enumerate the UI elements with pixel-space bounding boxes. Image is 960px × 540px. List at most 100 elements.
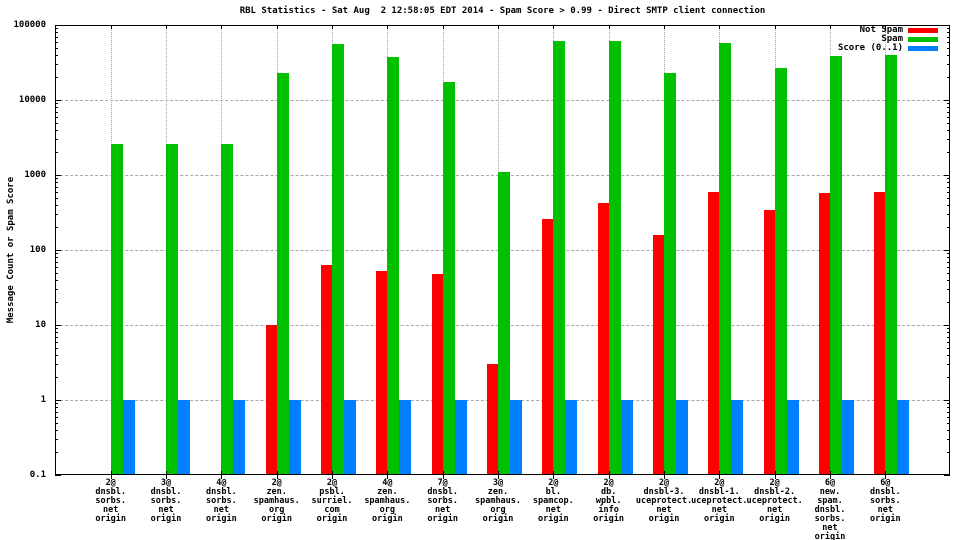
ytick-minor-left: [55, 122, 58, 124]
ytick-label-1000: 1000: [24, 170, 46, 180]
ytick-minor-left: [55, 257, 58, 259]
ytick-minor-left: [55, 32, 58, 34]
ytick-label-1: 1: [40, 395, 46, 405]
bar-score-0-1--0: [122, 400, 135, 474]
legend-swatch: [908, 46, 938, 51]
ytick-label-10: 10: [35, 320, 46, 330]
ytick-minor-right: [947, 129, 950, 131]
ytick-minor-left: [55, 111, 58, 113]
xtick-top-10: [664, 25, 665, 29]
bar-score-0-1--8: [565, 400, 578, 474]
ytick-minor-right: [947, 377, 950, 379]
bar-score-0-1--4: [344, 400, 357, 474]
ytick-minor-left: [55, 332, 58, 334]
bar-spam-0: [110, 143, 123, 474]
xtick-bottom-13: [829, 471, 831, 479]
xtick-label-2: 4@ dnsbl. sorbs. net origin: [206, 478, 237, 524]
bar-spam-2: [221, 143, 234, 474]
ytick-minor-left: [55, 403, 58, 405]
xtick-top-6: [442, 25, 444, 29]
legend-entry-score-0-1-: Score (0..1): [838, 44, 938, 53]
ytick-minor-right: [947, 266, 950, 268]
bar-score-0-1--3: [288, 400, 301, 474]
ytick-minor-left: [55, 103, 58, 105]
xtick-bottom-6: [442, 471, 444, 479]
ytick-right: [944, 175, 950, 176]
ytick-minor-left: [55, 178, 58, 180]
xtick-label-10: 2@ dnsbl-3. uceprotect. net origin: [635, 478, 693, 524]
ytick-minor-right: [947, 407, 950, 409]
ytick-minor-left: [55, 197, 58, 199]
ytick-minor-right: [947, 411, 950, 413]
xtick-bottom-5: [387, 471, 389, 479]
xtick-label-12: 2@ dnsbl-2. uceprotect. net origin: [746, 478, 803, 524]
legend-label: Spam: [881, 34, 903, 44]
bar-spam-14: [885, 54, 898, 474]
ytick-minor-right: [947, 227, 950, 229]
ytick-minor-right: [947, 197, 950, 199]
xtick-bottom-3: [276, 471, 278, 479]
bar-spam-12: [774, 67, 787, 474]
ytick-minor-left: [55, 336, 58, 338]
ytick-minor-right: [947, 47, 950, 49]
ytick-minor-right: [947, 107, 950, 109]
bar-not-spam-5: [376, 271, 388, 474]
ytick-minor-right: [947, 182, 950, 184]
bar-spam-1: [166, 143, 179, 474]
bar-spam-11: [719, 43, 732, 474]
ytick-minor-left: [55, 266, 58, 268]
ytick-minor-left: [55, 253, 58, 255]
ytick-minor-right: [947, 103, 950, 105]
ytick-minor-right: [947, 186, 950, 188]
ytick-right: [944, 325, 950, 326]
xtick-label-11: 2@ dnsbl-1. uceprotect. net origin: [691, 478, 748, 524]
ytick-left: [55, 475, 61, 476]
ytick-minor-right: [947, 77, 950, 79]
bar-score-0-1--13: [841, 400, 854, 474]
bar-score-0-1--11: [731, 400, 744, 474]
bar-spam-13: [829, 55, 842, 474]
xtick-top-1: [166, 25, 168, 29]
ytick-minor-left: [55, 77, 58, 79]
xtick-top-13: [829, 25, 831, 29]
xtick-bottom-4: [332, 471, 334, 479]
ytick-minor-right: [947, 54, 950, 56]
ytick-minor-left: [55, 139, 58, 141]
ytick-minor-left: [55, 422, 58, 424]
xtick-label-6: 7@ dnsbl. sorbs. net origin: [427, 478, 459, 524]
ytick-minor-right: [947, 214, 950, 216]
xtick-bottom-7: [498, 471, 499, 479]
ytick-minor-right: [947, 403, 950, 405]
bar-score-0-1--7: [510, 400, 522, 474]
ytick-minor-left: [55, 54, 58, 56]
xtick-label-3: 2@ zen. spamhaus. org origin: [253, 478, 300, 524]
ytick-minor-right: [947, 41, 950, 43]
xtick-label-13: 6@ new. spam. dnsbl. sorbs. net origin: [814, 478, 846, 540]
ytick-minor-right: [947, 28, 950, 30]
ytick-minor-left: [55, 416, 58, 418]
ytick-minor-right: [947, 64, 950, 66]
ytick-right: [944, 400, 950, 401]
ytick-minor-right: [947, 347, 950, 349]
xtick-bottom-14: [885, 471, 887, 479]
bar-not-spam-7: [487, 364, 498, 474]
ytick-label-10000: 10000: [18, 95, 46, 105]
ytick-label-100000: 100000: [13, 20, 46, 30]
xtick-bottom-8: [553, 471, 555, 479]
xtick-label-7: 3@ zen. spamhaus. org origin: [474, 478, 522, 524]
ytick-minor-left: [55, 279, 58, 281]
ytick-minor-right: [947, 422, 950, 424]
xtick-top-7: [498, 25, 499, 29]
ytick-right: [944, 25, 950, 26]
xtick-bottom-9: [608, 471, 610, 479]
ytick-minor-left: [55, 116, 58, 118]
gridline-y-10000: [55, 100, 950, 101]
ytick-right: [944, 100, 950, 101]
ytick-minor-right: [947, 341, 950, 343]
ytick-minor-left: [55, 302, 58, 304]
ytick-minor-right: [947, 272, 950, 274]
bar-score-0-1--5: [399, 400, 412, 474]
ytick-minor-left: [55, 36, 58, 38]
ytick-minor-right: [947, 191, 950, 193]
